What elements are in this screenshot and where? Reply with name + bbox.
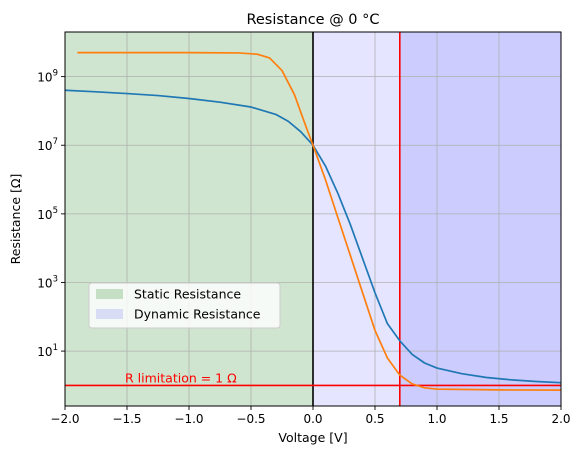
y-axis-ticks: 101 103 105 107 109 — [37, 69, 65, 359]
chart-title: Resistance @ 0 °C — [246, 12, 379, 28]
y-tick-label: 105 — [37, 206, 58, 222]
legend-label: Static Resistance — [134, 287, 241, 302]
y-tick-label: 101 — [37, 343, 58, 359]
legend-label: Dynamic Resistance — [134, 307, 261, 322]
x-tick-label: 0.0 — [303, 412, 322, 426]
y-tick-label: 103 — [37, 274, 58, 290]
series-lines — [64, 51, 562, 391]
series-line-0 — [64, 89, 562, 384]
x-axis-ticks: −2.0 −1.5 −1.0 −0.5 0.0 0.5 1.0 1.5 2.0 — [50, 406, 571, 426]
y-axis-label: Resistance [Ω] — [8, 174, 23, 265]
x-tick-label: 1.5 — [489, 412, 508, 426]
x-tick-label: 0.5 — [365, 412, 384, 426]
legend: Static Resistance Dynamic Resistance — [88, 282, 281, 329]
r-limitation-annotation: R limitation = 1 Ω — [125, 370, 237, 385]
region-band-2 — [399, 32, 561, 406]
region-band-1 — [313, 32, 400, 406]
reference-lines — [65, 32, 561, 406]
x-tick-label: −1.0 — [174, 412, 203, 426]
series-line-1 — [77, 51, 562, 391]
y-tick-label: 109 — [37, 69, 58, 85]
x-tick-label: 1.0 — [427, 412, 446, 426]
legend-box — [88, 282, 281, 329]
y-tick-label: 107 — [37, 137, 58, 153]
x-tick-label: −2.0 — [50, 412, 79, 426]
legend-swatch — [96, 289, 123, 299]
x-tick-label: −0.5 — [236, 412, 265, 426]
x-tick-label: −1.5 — [112, 412, 141, 426]
x-axis-label: Voltage [V] — [278, 430, 347, 445]
x-tick-label: 2.0 — [551, 412, 570, 426]
legend-swatch — [96, 309, 123, 319]
